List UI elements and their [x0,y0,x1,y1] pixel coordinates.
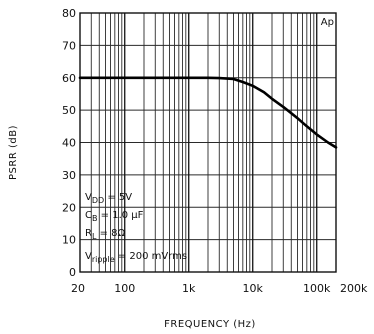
condition-line: CB = 1.0 μF [85,210,144,223]
x-tick-label: 100k [303,282,331,295]
y-tick-label: 40 [62,137,76,150]
psrr-curve [78,76,338,149]
y-tick-label: 80 [62,7,76,20]
x-tick-label: 20 [71,282,85,295]
y-tick-label: 20 [62,201,76,214]
y-tick-label: 60 [62,72,76,85]
condition-line: RL = 8Ω [85,228,126,241]
x-tick-label: 200k [340,282,368,295]
x-tick-label: 100 [114,282,135,295]
y-tick-label: 50 [62,104,76,117]
corner-label: Ap [321,17,334,28]
x-axis-title: FREQUENCY (Hz) [164,319,256,330]
y-tick-label: 30 [62,169,76,182]
y-tick-labels: 0 10 20 30 40 50 60 70 80 [62,7,76,279]
y-tick-label: 10 [62,234,76,247]
x-tick-labels: 20 100 1k 10k 100k 200k [71,282,368,295]
y-tick-label: 70 [62,39,76,52]
y-axis-title: PSRR (dB) [8,125,19,180]
series-layer [78,76,338,149]
condition-line: Vripple = 200 mVrms [85,251,187,264]
test-conditions: VDD = 5V CB = 1.0 μF RL = 8Ω Vripple = 200 … [85,192,187,264]
x-tick-label: 1k [182,282,196,295]
plot-frame [79,12,337,273]
x-tick-label: 10k [243,282,264,295]
condition-line: VDD = 5V [85,192,132,205]
y-tick-label: 0 [69,266,76,279]
grid-lines [79,12,337,273]
